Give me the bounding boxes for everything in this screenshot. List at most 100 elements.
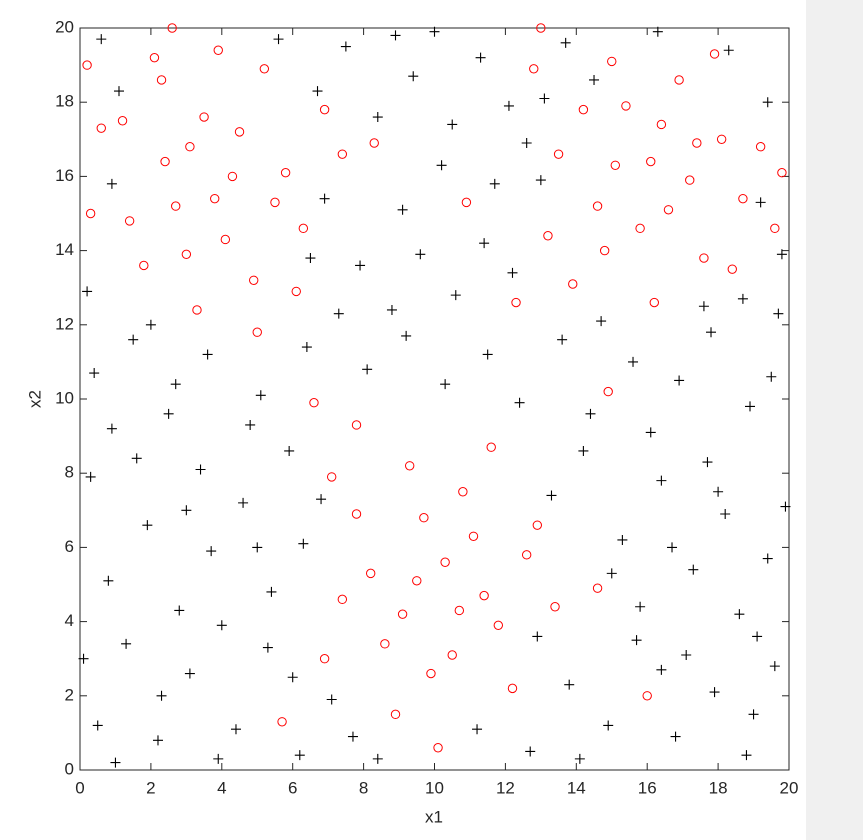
plus-marker — [472, 724, 483, 735]
circle-marker — [603, 386, 613, 397]
plus-marker — [390, 30, 401, 41]
plus-marker — [401, 330, 412, 341]
plus-marker — [698, 301, 709, 312]
plus-marker — [415, 249, 426, 260]
circle-marker — [685, 175, 695, 185]
plus-marker — [152, 735, 163, 746]
circle-marker — [621, 101, 631, 111]
circle-marker — [156, 75, 167, 85]
plus-marker — [503, 100, 514, 111]
plus-marker — [596, 316, 607, 327]
circle-marker — [369, 138, 379, 148]
circle-marker — [674, 75, 684, 85]
circle-marker — [234, 127, 245, 137]
plus-marker — [514, 397, 525, 408]
plus-marker — [429, 26, 440, 37]
plus-marker — [301, 342, 312, 353]
circle-marker — [291, 286, 301, 297]
circle-marker — [447, 650, 457, 660]
plus-marker — [333, 308, 344, 319]
circle-marker — [259, 64, 270, 74]
plus-marker — [507, 267, 518, 278]
plus-marker — [92, 720, 103, 731]
plus-marker — [262, 642, 273, 653]
x-tick-label: 10 — [425, 778, 444, 797]
plus-marker — [106, 178, 117, 189]
plus-marker — [121, 638, 132, 649]
plus-marker — [656, 475, 667, 486]
circle-marker — [160, 156, 170, 167]
plus-marker — [340, 41, 351, 52]
circle-marker — [521, 550, 532, 560]
plus-marker — [652, 26, 663, 37]
circle-marker — [433, 743, 443, 753]
x-tick-label: 8 — [359, 778, 368, 797]
plus-marker — [674, 375, 685, 386]
plus-marker — [645, 427, 656, 438]
plus-marker — [372, 753, 383, 764]
plus-marker — [305, 253, 316, 264]
x-tick-label: 16 — [638, 778, 657, 797]
x-tick-label: 18 — [709, 778, 728, 797]
circle-marker — [298, 223, 309, 234]
circle-marker — [699, 253, 709, 263]
plus-marker — [762, 97, 773, 108]
circle-marker — [185, 142, 195, 152]
plus-marker — [273, 34, 284, 45]
plus-marker — [145, 319, 156, 330]
plus-marker — [748, 709, 759, 720]
plus-marker — [266, 586, 277, 597]
circle-marker — [709, 49, 720, 59]
plus-marker — [688, 564, 699, 575]
x-tick-label: 4 — [217, 778, 226, 797]
circle-marker — [85, 208, 96, 219]
circle-marker — [337, 149, 348, 159]
x-tick-label: 12 — [496, 778, 515, 797]
plus-marker — [131, 453, 142, 464]
circle-marker — [493, 620, 504, 631]
circle-marker — [458, 487, 468, 497]
circle-marker — [550, 602, 560, 612]
circle-marker — [646, 156, 656, 167]
x-tick-label: 14 — [567, 778, 586, 797]
circle-marker — [326, 472, 337, 482]
plus-marker — [184, 668, 195, 679]
circle-marker — [351, 420, 362, 430]
circle-marker — [426, 668, 436, 679]
circle-marker — [117, 116, 128, 126]
circle-marker — [727, 264, 737, 274]
plus-marker — [216, 620, 227, 631]
circle-marker — [404, 461, 415, 471]
plus-marker — [287, 672, 298, 683]
circle-marker — [96, 123, 106, 133]
circle-marker — [149, 52, 160, 63]
plus-marker — [617, 534, 628, 545]
plus-marker — [326, 694, 337, 705]
circle-marker — [397, 609, 408, 619]
y-tick-label: 18 — [55, 92, 74, 111]
circle-marker — [171, 201, 181, 211]
circle-marker — [454, 605, 465, 616]
y-tick-label: 20 — [55, 17, 74, 36]
circle-marker — [319, 104, 330, 115]
plus-marker — [202, 349, 213, 360]
circle-marker — [777, 167, 787, 178]
plus-marker — [769, 661, 780, 672]
circle-marker — [738, 193, 748, 204]
circle-marker — [192, 305, 202, 315]
plus-marker — [142, 520, 153, 531]
circle-marker — [461, 197, 472, 208]
plus-marker — [475, 52, 486, 63]
plot-frame — [79, 27, 790, 771]
plus-marker — [103, 575, 114, 586]
plus-marker — [255, 390, 266, 401]
plus-marker — [667, 542, 678, 553]
circle-marker — [337, 594, 348, 605]
plus-marker — [762, 553, 773, 564]
plus-marker — [170, 379, 181, 390]
plus-marker — [110, 757, 121, 768]
circle-marker — [770, 223, 780, 234]
circle-marker — [210, 193, 220, 204]
